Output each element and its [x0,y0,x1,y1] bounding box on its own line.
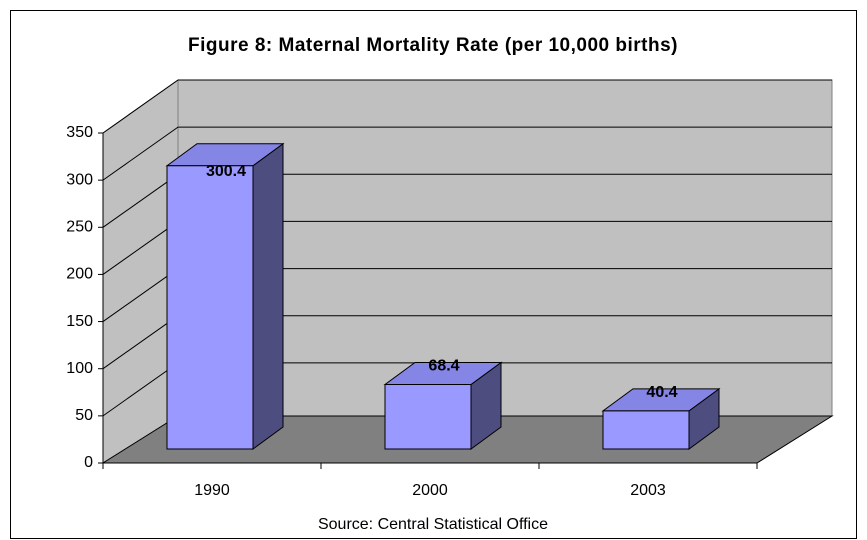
grid-line [102,315,179,370]
bar [384,384,472,450]
y-tick-label: 250 [66,219,93,236]
bar [602,410,690,450]
y-tick-label: 50 [75,407,93,424]
y-tick-label: 300 [66,171,93,188]
y-tick-label: 350 [66,124,93,141]
grid-line [102,221,179,275]
grid-line [102,79,179,134]
grid-line [102,268,179,322]
x-tick-label: 1990 [194,482,230,499]
value-label: 40.4 [646,384,677,401]
grid-line [102,126,179,181]
value-label: 300.4 [206,163,246,180]
y-tick-label: 150 [66,313,93,330]
y-tick-label: 0 [84,454,93,471]
value-label: 68.4 [428,358,459,375]
source-note: Source: Central Statistical Office [318,516,548,533]
grid-line [102,173,179,228]
grid-line [102,362,179,417]
bar [166,165,254,450]
bar-side [252,142,284,450]
chart-title: Figure 8: Maternal Mortality Rate (per 1… [188,35,678,56]
x-tick-label: 2003 [630,482,666,499]
y-tick-label: 200 [66,266,93,283]
y-tick-label: 100 [66,360,93,377]
x-tick-label: 2000 [412,482,448,499]
